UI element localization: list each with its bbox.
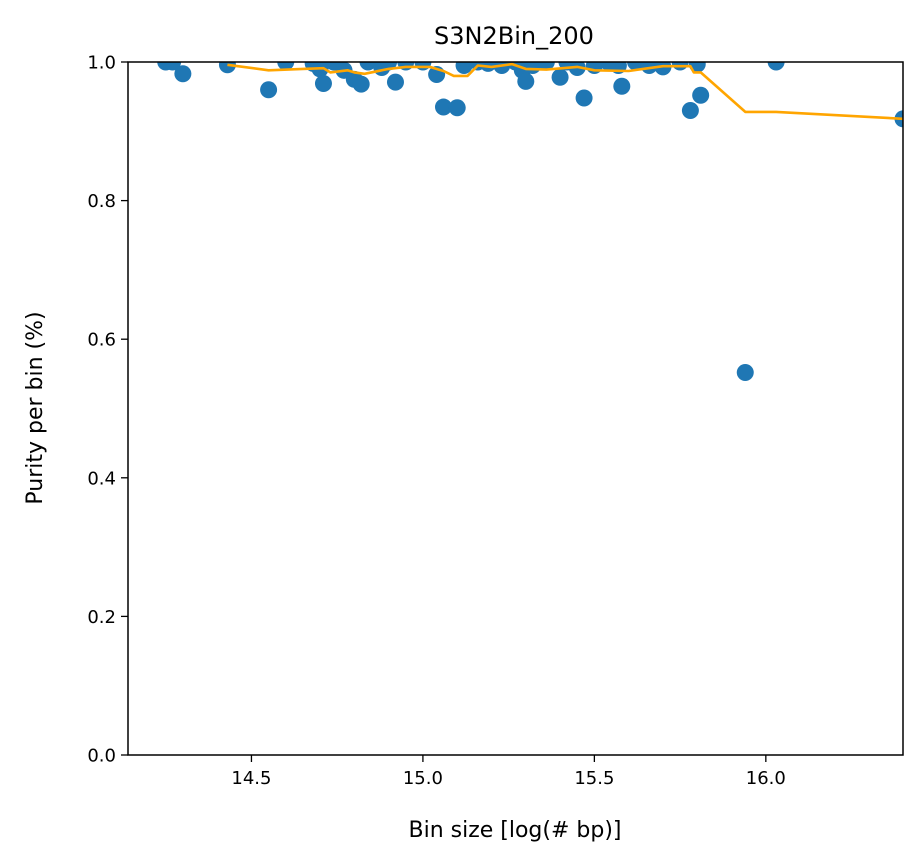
scatter-point [174,65,192,83]
y-tick-label: 0.8 [87,191,116,212]
y-axis: 0.0 0.2 0.4 0.6 0.8 1.0 [87,53,128,767]
scatter-point [524,62,542,74]
scatter-point [352,75,370,93]
scatter-point [517,72,535,90]
plot-frame [127,61,904,756]
trend-line [227,62,903,121]
plot-area [127,61,904,756]
scatter-point [260,81,278,99]
x-tick-label: 14.5 [231,768,271,789]
y-tick-label: 0.0 [87,746,116,767]
y-tick-label: 0.2 [87,607,116,628]
y-tick-label: 0.6 [87,330,116,351]
scatter-point [568,62,586,77]
y-tick-label: 1.0 [87,53,116,74]
x-axis-label: Bin size [log(# bp)] [408,818,621,843]
scatter-point [311,62,329,78]
scatter-point [434,98,452,116]
x-tick-label: 15.5 [574,768,614,789]
scatter-point [767,62,785,71]
scatter-point [386,73,404,91]
data-marks [157,62,903,381]
x-tick-label: 15.0 [403,768,443,789]
y-axis-label: Purity per bin (%) [23,311,48,504]
scatter-point [575,89,593,107]
scatter-point [448,99,466,117]
scatter-point [613,77,631,95]
scatter-point [692,86,710,104]
scatter-point [314,74,332,92]
scatter-point [681,102,699,120]
x-axis: 14.5 15.0 15.5 16.0 [231,755,786,789]
scatter-point [551,68,569,86]
scatter-point [736,363,754,381]
scatter-point [455,62,473,74]
plot-background [128,62,903,755]
y-tick-label: 0.4 [87,468,116,489]
chart-title: S3N2Bin_200 [434,22,594,50]
x-tick-label: 16.0 [746,768,786,789]
scatter-point [359,62,377,71]
